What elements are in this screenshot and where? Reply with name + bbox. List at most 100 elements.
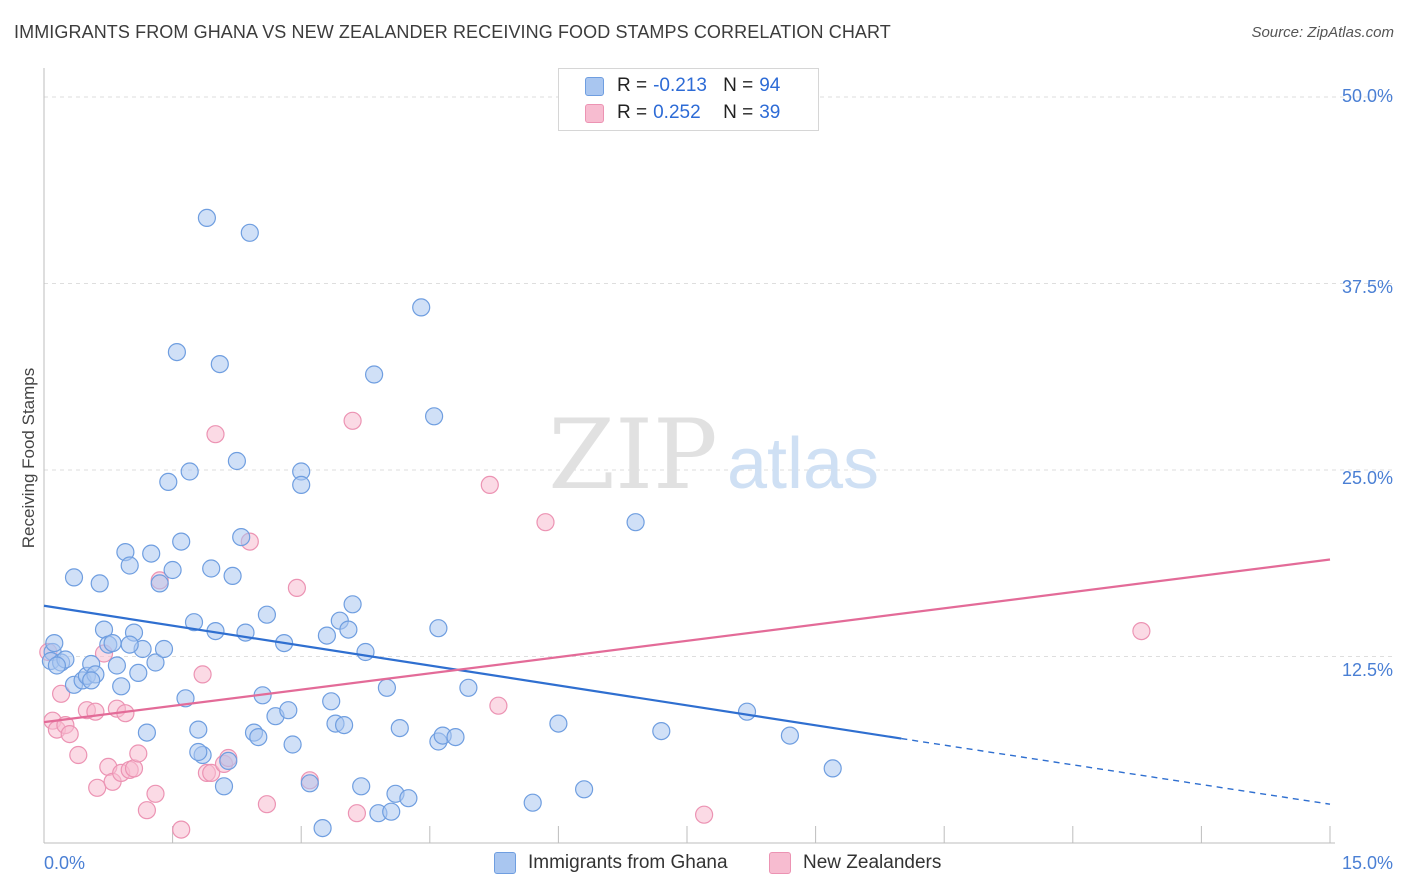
ghana-point bbox=[523, 793, 542, 812]
nz-point bbox=[172, 820, 191, 839]
ghana-point bbox=[129, 663, 148, 683]
nz-point bbox=[343, 411, 362, 430]
legend-row-ghana: R = -0.213 N = 94 bbox=[585, 73, 780, 99]
ghana-point bbox=[107, 656, 127, 675]
ghana-point bbox=[377, 678, 396, 697]
ghana-point bbox=[142, 544, 161, 563]
ghana-point bbox=[399, 789, 418, 808]
ghana-point bbox=[240, 223, 259, 242]
ghana-point bbox=[154, 639, 174, 659]
ghana-point bbox=[313, 818, 332, 838]
legend-swatch-ghana bbox=[585, 76, 604, 96]
bottom-legend-ghana: Immigrants from Ghana bbox=[494, 852, 728, 874]
ghana-point bbox=[322, 692, 341, 711]
nz-point bbox=[86, 702, 105, 721]
bottom-legend-swatch-ghana bbox=[494, 852, 516, 874]
watermark-zip: ZIP bbox=[548, 399, 717, 511]
axes bbox=[43, 68, 1335, 844]
legend-n-value: 39 bbox=[759, 102, 781, 123]
ghana-point bbox=[202, 559, 221, 578]
legend-n-value: 94 bbox=[759, 75, 781, 96]
ghana-point bbox=[626, 513, 645, 532]
nz-point bbox=[536, 513, 555, 532]
ghana-point bbox=[176, 689, 195, 708]
nz-point bbox=[480, 475, 499, 494]
ghana-point bbox=[390, 718, 409, 738]
legend-row-nz: R = 0.252 N = 39 bbox=[585, 100, 780, 126]
ghana-point bbox=[412, 298, 431, 317]
ghana-point bbox=[189, 720, 208, 739]
legend-n-label: N = bbox=[723, 102, 754, 123]
nz-point bbox=[206, 425, 225, 444]
ghana-point bbox=[112, 677, 131, 696]
ghana-point bbox=[82, 671, 101, 690]
ghana-point bbox=[180, 462, 199, 481]
ghana-trend-extension bbox=[901, 737, 1331, 805]
watermark: ZIP atlas bbox=[548, 399, 879, 511]
ghana-point bbox=[335, 715, 354, 735]
correlation-legend: R = -0.213 N = 94 R = 0.252 N = 39 bbox=[558, 68, 819, 131]
x-tick-min: 0.0% bbox=[44, 853, 86, 873]
nz-point bbox=[202, 763, 221, 783]
nz-point bbox=[257, 795, 276, 814]
nz-trend-line bbox=[43, 558, 1331, 724]
ghana-point bbox=[219, 751, 238, 771]
legend-r-value: 0.252 bbox=[653, 102, 701, 123]
ghana-point bbox=[352, 777, 371, 796]
ghana-point bbox=[365, 365, 384, 384]
nz-point bbox=[193, 665, 212, 684]
chart-title: IMMIGRANTS FROM GHANA VS NEW ZEALANDER R… bbox=[14, 22, 891, 42]
ghana-point bbox=[210, 355, 229, 374]
legend-swatch-nz bbox=[585, 103, 604, 123]
ghana-point bbox=[137, 723, 156, 742]
ghana-point bbox=[446, 727, 465, 747]
ghana-point bbox=[197, 208, 216, 227]
ghana-point bbox=[300, 774, 319, 793]
ghana-point bbox=[159, 472, 178, 491]
ghana-point bbox=[90, 574, 109, 593]
nz-point bbox=[129, 744, 148, 763]
bottom-legend-swatch-nz bbox=[769, 852, 791, 874]
ghana-point bbox=[279, 701, 298, 720]
ghana-point bbox=[64, 568, 84, 587]
ghana-point bbox=[150, 574, 169, 593]
nz-point bbox=[347, 804, 366, 823]
nz-point bbox=[146, 784, 165, 803]
ghana-point bbox=[232, 527, 251, 547]
ghana-points bbox=[41, 208, 842, 838]
ghana-point bbox=[549, 714, 568, 733]
legend-r-label: R = bbox=[617, 75, 648, 96]
ghana-point bbox=[172, 532, 191, 551]
nz-point bbox=[137, 801, 156, 820]
ghana-point bbox=[823, 759, 842, 778]
nz-point bbox=[694, 805, 714, 824]
ghana-point bbox=[103, 633, 122, 653]
y-axis-label: Receiving Food Stamps bbox=[19, 367, 38, 549]
trend-lines bbox=[43, 558, 1331, 805]
bottom-legend-nz: New Zealanders bbox=[769, 852, 941, 874]
nz-point bbox=[489, 696, 508, 715]
ghana-point bbox=[459, 678, 478, 697]
nz-point bbox=[51, 684, 71, 703]
ghana-point bbox=[214, 777, 234, 796]
ghana-point bbox=[184, 613, 204, 632]
ghana-point bbox=[356, 642, 375, 662]
ghana-point bbox=[780, 726, 800, 745]
ghana-point bbox=[737, 702, 757, 721]
legend-r-value: -0.213 bbox=[653, 75, 707, 96]
y-tick-50: 50.0% bbox=[1341, 86, 1393, 106]
bottom-legend-label-ghana: Immigrants from Ghana bbox=[528, 852, 728, 873]
nz-point bbox=[287, 578, 306, 598]
ghana-point bbox=[227, 451, 246, 471]
ghana-point bbox=[652, 721, 671, 741]
grid-lines bbox=[44, 96, 1395, 657]
ghana-point bbox=[292, 475, 311, 494]
ghana-point bbox=[120, 556, 139, 575]
ghana-point bbox=[120, 635, 139, 654]
ghana-trend-line bbox=[43, 604, 902, 740]
ghana-point bbox=[146, 653, 165, 672]
x-tick-max: 15.0% bbox=[1341, 853, 1393, 873]
ghana-point bbox=[343, 595, 362, 614]
y-tick-25: 25.0% bbox=[1341, 468, 1393, 488]
ghana-point bbox=[163, 560, 182, 580]
